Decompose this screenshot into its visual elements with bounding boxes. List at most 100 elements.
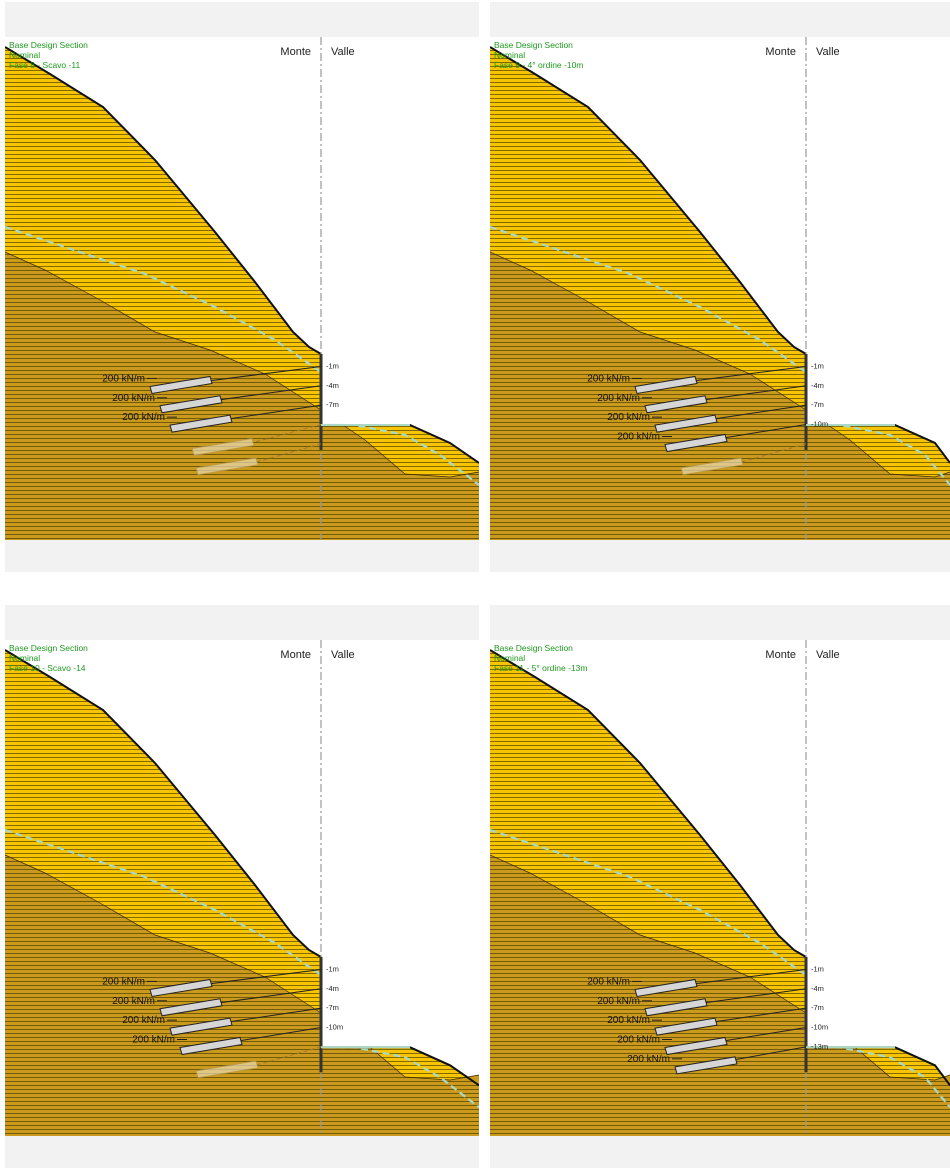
anchor-force-label: 200 kN/m	[597, 996, 640, 1007]
ground-anchor: 200 kN/m	[587, 365, 807, 395]
anchor-bond-length	[159, 395, 223, 414]
ground-anchor: 200 kN/m	[587, 968, 807, 998]
anchor-level-label: -4m	[326, 381, 339, 390]
uphill-side-label: Monte	[280, 46, 311, 58]
anchor-level-label: -1m	[326, 361, 339, 370]
anchor-bond-length	[169, 1017, 233, 1036]
anchor-bond-length	[149, 978, 213, 998]
anchor-force-label: 200 kN/m	[112, 996, 155, 1007]
section-drawing: 200 kN/m 200 kN/m 200 kN/m -1m -4m -7m Base De…	[5, 37, 479, 540]
anchor-force-label: 200 kN/m	[607, 1015, 650, 1026]
anchor-bond-length	[159, 998, 223, 1017]
soil-hatch	[490, 650, 950, 1136]
anchor-level-label: -4m	[811, 381, 824, 390]
anchor-force-label: 200 kN/m	[597, 393, 640, 404]
analysis-type: Nominal	[9, 50, 40, 60]
anchor-level-label: -1m	[811, 964, 824, 973]
section-panel-phase-8: 200 kN/m 200 kN/m 200 kN/m -1m -4m -7m Base De…	[5, 2, 479, 572]
water-table-line	[490, 828, 950, 1109]
anchor-force-label: 200 kN/m	[112, 393, 155, 404]
anchor-level-label: -10m	[811, 420, 828, 429]
phase-label: Fase 10 - Scavo -14	[9, 663, 86, 673]
anchor-level-label: -10m	[811, 1023, 828, 1032]
anchor-level-label: -4m	[811, 984, 824, 993]
anchor-bond-length	[664, 1036, 728, 1056]
ground-anchor: 200 kN/m	[122, 1007, 322, 1036]
anchor-force-label: 200 kN/m	[102, 976, 145, 987]
ground-anchor: 200 kN/m	[112, 988, 322, 1017]
retaining-wall	[319, 354, 323, 450]
uphill-side-label: Monte	[765, 46, 796, 58]
ground-surface-uphill	[5, 649, 322, 958]
anchor-force-label: 200 kN/m	[627, 1054, 670, 1065]
retaining-wall	[804, 957, 808, 1073]
excavation-void	[806, 640, 950, 1047]
phase-label: Fase 9 - 4° ordine -10m	[494, 60, 583, 70]
anchor-force-label: 200 kN/m	[587, 373, 630, 384]
anchor-force-label: 200 kN/m	[132, 1035, 175, 1046]
ground-surface-uphill	[490, 649, 807, 958]
section-panel-phase-10: 200 kN/m 200 kN/m 200 kN/m 200 kN/m -1m -4m -7…	[5, 605, 479, 1168]
phase-label: Fase 8 - Scavo -11	[9, 60, 80, 70]
soil-hatch	[490, 47, 950, 540]
section-title: Base Design Section	[9, 643, 88, 653]
excavation-void	[806, 37, 950, 424]
analysis-type: Nominal	[494, 653, 525, 663]
ground-anchor: 200 kN/m	[607, 1007, 807, 1036]
ground-anchor: 200 kN/m	[597, 988, 807, 1017]
water-table-line	[5, 828, 479, 1109]
ground-anchor: 200 kN/m	[617, 1027, 807, 1056]
anchor-force-label: 200 kN/m	[122, 412, 165, 423]
planned-anchor	[680, 457, 744, 476]
anchor-force-label: 200 kN/m	[617, 432, 660, 443]
water-table-line	[5, 225, 479, 486]
analysis-type: Nominal	[494, 50, 525, 60]
anchor-level-label: -7m	[811, 400, 824, 409]
planned-anchor	[195, 1060, 259, 1079]
anchor-bond-length	[179, 1036, 243, 1056]
section-drawing: 200 kN/m 200 kN/m 200 kN/m 200 kN/m 200 kN/m…	[490, 640, 950, 1136]
ground-anchor: 200 kN/m	[597, 385, 807, 414]
section-drawing: 200 kN/m 200 kN/m 200 kN/m 200 kN/m -1m -4m -7…	[5, 640, 479, 1136]
planned-anchor	[195, 457, 259, 476]
ground-surface-uphill	[490, 46, 807, 355]
section-panel-phase-9: 200 kN/m 200 kN/m 200 kN/m 200 kN/m -1m -4m -7…	[490, 2, 950, 572]
anchor-level-label: -7m	[326, 400, 339, 409]
excavation-void	[321, 37, 479, 424]
anchor-bond-length	[664, 433, 728, 453]
anchor-level-label: -4m	[326, 984, 339, 993]
ground-anchor: 200 kN/m	[122, 404, 322, 433]
phase-label: Fase 11 - 5° ordine -13m	[494, 663, 587, 673]
anchor-force-label: 200 kN/m	[587, 976, 630, 987]
soil-hatch	[5, 650, 479, 1136]
anchor-level-label: -7m	[326, 1003, 339, 1012]
retaining-wall	[804, 354, 808, 450]
section-drawing: 200 kN/m 200 kN/m 200 kN/m 200 kN/m -1m -4m -7…	[490, 37, 950, 540]
anchor-bond-length	[644, 998, 708, 1017]
anchor-level-label: -1m	[811, 361, 824, 370]
downhill-side-label: Valle	[331, 46, 355, 58]
anchor-force-label: 200 kN/m	[102, 373, 145, 384]
anchor-bond-length	[149, 375, 213, 395]
ground-anchor: 200 kN/m	[617, 424, 807, 453]
anchor-bond-length	[169, 414, 233, 433]
anchor-level-label: -13m	[811, 1042, 828, 1051]
anchor-level-label: -1m	[326, 964, 339, 973]
section-title: Base Design Section	[9, 40, 88, 50]
section-title: Base Design Section	[494, 40, 573, 50]
analysis-type: Nominal	[9, 653, 40, 663]
ground-anchor: 200 kN/m	[607, 404, 807, 433]
planned-anchor-tendon	[252, 424, 322, 443]
downhill-side-label: Valle	[816, 46, 840, 58]
water-table-line	[490, 225, 950, 486]
anchor-level-label: -7m	[811, 1003, 824, 1012]
section-panel-phase-11: 200 kN/m 200 kN/m 200 kN/m 200 kN/m 200 kN/m…	[490, 605, 950, 1168]
anchor-force-label: 200 kN/m	[122, 1015, 165, 1026]
ground-surface-uphill	[5, 46, 322, 355]
downhill-side-label: Valle	[331, 649, 355, 661]
downhill-side-label: Valle	[816, 649, 840, 661]
ground-anchor: 200 kN/m	[627, 1046, 807, 1075]
anchor-bond-length	[654, 1017, 718, 1036]
ground-anchor: 200 kN/m	[132, 1027, 322, 1056]
anchor-level-label: -10m	[326, 1023, 343, 1032]
